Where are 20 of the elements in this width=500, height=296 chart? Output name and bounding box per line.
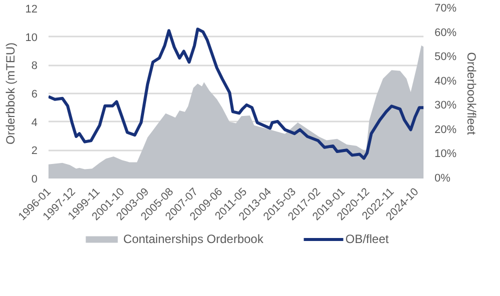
- y-tick-label: 6: [31, 88, 38, 100]
- y2-tick-label: 60%: [434, 26, 457, 39]
- y2-tick-label: 10%: [434, 148, 457, 160]
- y-tick-label: 10: [25, 32, 38, 44]
- y-tick-label: 8: [31, 60, 38, 72]
- y2-tick-label: 0%: [434, 172, 451, 184]
- y-axis-title: Orderbbok (mTEU): [3, 42, 18, 145]
- y2-axis-title: Orderbook/fleet: [464, 52, 479, 136]
- y2-tick-label: 20%: [434, 124, 457, 136]
- y2-tick-label: 70%: [434, 2, 457, 14]
- y2-tick-label: 30%: [434, 100, 457, 112]
- y-tick-label: 0: [31, 174, 38, 186]
- legend-label: Containerships Orderbook: [123, 232, 264, 246]
- y2-tick-label: 40%: [434, 75, 457, 88]
- line-series: [48, 28, 424, 160]
- y-tick-label: 2: [31, 145, 38, 158]
- y-tick-label: 4: [31, 116, 38, 129]
- y-tick-label: 12: [25, 4, 38, 16]
- legend-label: OB/fleet: [345, 232, 389, 246]
- y2-tick-label: 50%: [434, 51, 457, 64]
